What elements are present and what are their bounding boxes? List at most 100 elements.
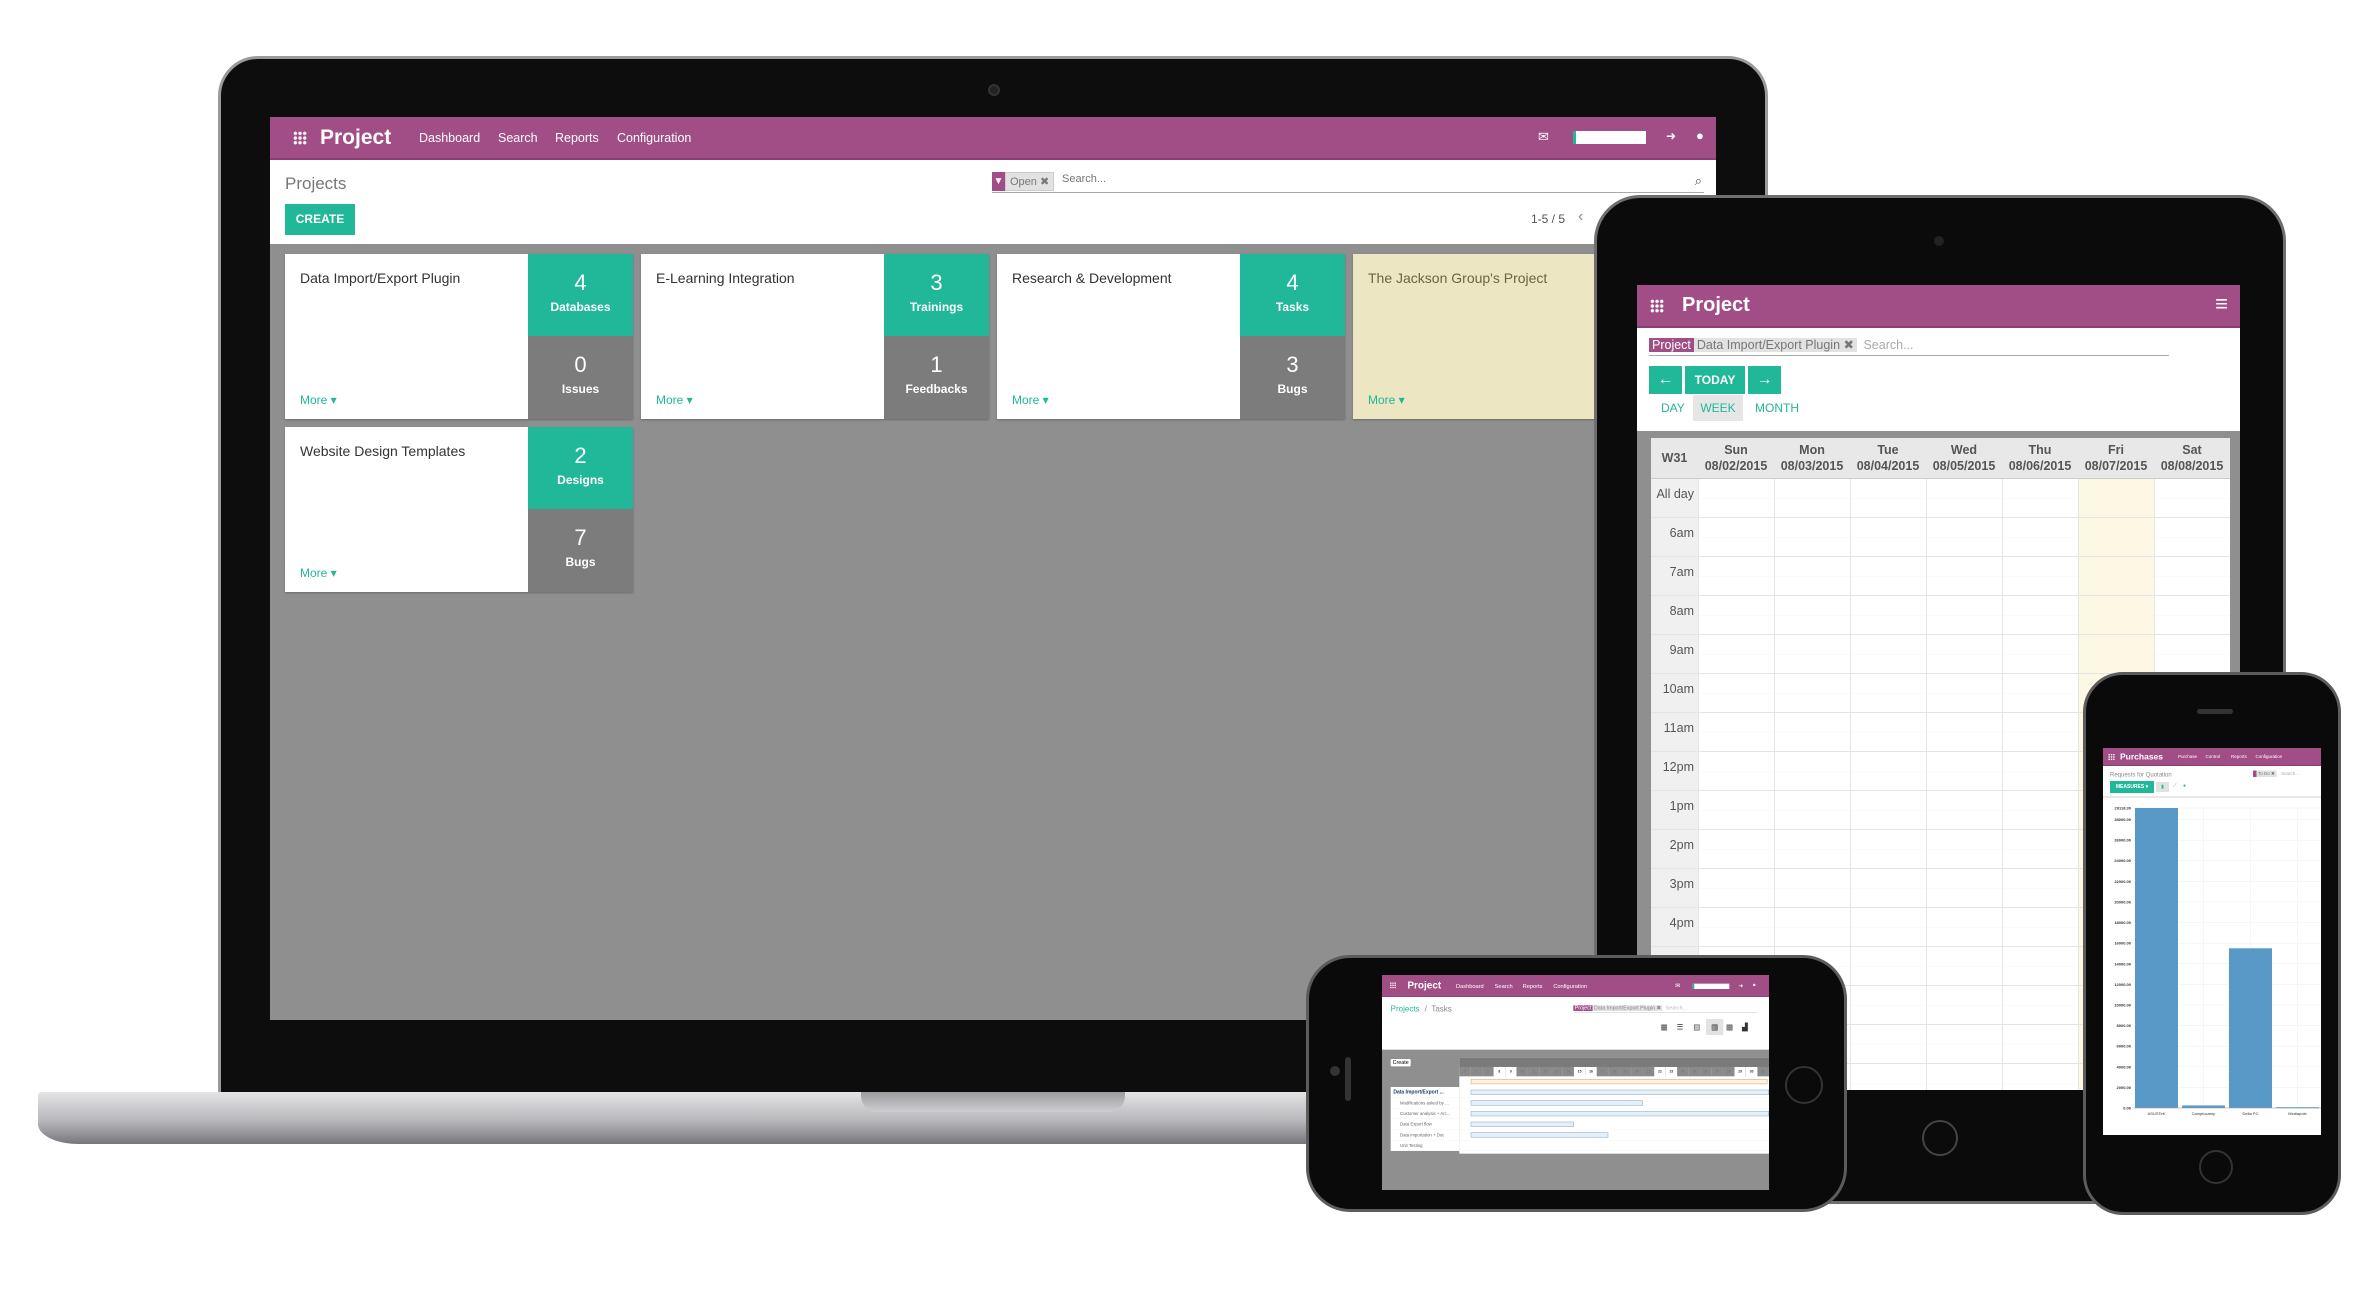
calendar-cell[interactable] (1926, 557, 2002, 595)
signout-icon[interactable]: ➜ (1666, 129, 1677, 143)
calendar-cell[interactable] (1850, 518, 1926, 556)
calendar-cell[interactable] (2002, 713, 2078, 751)
calendar-cell[interactable] (1850, 752, 1926, 790)
calendar-cell[interactable] (1850, 869, 1926, 907)
calendar-cell[interactable] (1926, 830, 2002, 868)
apps-grid-icon[interactable] (2108, 753, 2115, 761)
calendar-cell[interactable] (1774, 596, 1850, 634)
calendar-cell[interactable] (1926, 986, 2002, 1024)
menu-configuration[interactable]: Configuration (1553, 982, 1588, 990)
menu-search[interactable]: Search (1494, 982, 1513, 990)
calendar-cell[interactable] (2002, 791, 2078, 829)
calendar-cell[interactable] (1774, 635, 1850, 673)
calendar-cell[interactable] (2078, 518, 2154, 556)
view-week[interactable]: WEEK (1693, 395, 1743, 421)
menu-reports[interactable]: Reports (2231, 754, 2247, 759)
menu-dashboard[interactable]: Dashboard (1455, 982, 1484, 990)
gantt-bar[interactable] (1470, 1121, 1575, 1127)
pager-prev-icon[interactable]: ‹ (1578, 208, 1584, 225)
today-button[interactable]: TODAY (1685, 366, 1745, 394)
calendar-cell[interactable] (1698, 713, 1774, 751)
calendar-cell[interactable] (1850, 713, 1926, 751)
calendar-cell[interactable] (1850, 674, 1926, 712)
stat-button[interactable]: 3 Bugs (1240, 336, 1345, 419)
create-button[interactable]: Create (1390, 1058, 1411, 1067)
view-month[interactable]: MONTH (1755, 401, 1799, 415)
calendar-cell[interactable] (1774, 479, 1850, 517)
search-bar[interactable]: Project Data Import/Export Plugin ✖ Searc… (1573, 1004, 1757, 1013)
calendar-cell[interactable] (1698, 518, 1774, 556)
bar[interactable] (2182, 1105, 2225, 1108)
calendar-cell[interactable] (1926, 1064, 2002, 1090)
calendar-cell[interactable] (1698, 674, 1774, 712)
calendar-cell[interactable] (1850, 947, 1926, 985)
gantt-task-label[interactable]: Customer analysis + Arc... (1390, 1108, 1460, 1119)
search-facet[interactable]: Data Import/Export Plugin ✖ (1693, 338, 1857, 352)
calendar-cell[interactable] (2154, 596, 2230, 634)
calendar-cell[interactable] (1774, 518, 1850, 556)
calendar-cell[interactable] (1850, 908, 1926, 946)
hamburger-menu-icon[interactable]: ≡ (2215, 291, 2228, 316)
stat-button[interactable]: 0 Issues (528, 336, 633, 419)
menu-control[interactable]: Control (2205, 754, 2221, 759)
search-facet[interactable]: To Do ✖ (2253, 770, 2277, 777)
calendar-cell[interactable] (1774, 908, 1850, 946)
calendar-cell[interactable] (2002, 674, 2078, 712)
search-input[interactable]: Search... (1863, 338, 1914, 352)
menu-dashboard[interactable]: Dashboard (419, 131, 481, 145)
stat-button[interactable]: 4 Tasks (1240, 254, 1345, 336)
menu-reports[interactable]: Reports (1522, 982, 1543, 990)
chat-icon[interactable]: ● (1696, 128, 1704, 143)
gantt-task-label[interactable]: Unit Testing (1390, 1140, 1460, 1151)
calendar-cell[interactable] (2078, 635, 2154, 673)
bar[interactable] (2276, 1107, 2319, 1109)
search-bar[interactable]: ▼ Open ✖ ⌕ (992, 171, 1704, 193)
gantt-view-icon[interactable]: ▥ (1705, 1018, 1724, 1035)
more-dropdown[interactable]: More ▾ (656, 393, 693, 407)
calendar-cell[interactable] (1774, 791, 1850, 829)
stat-button[interactable]: 2 Designs (528, 427, 633, 509)
create-button[interactable]: CREATE (285, 204, 355, 235)
project-card[interactable]: Data Import/Export Plugin More ▾ 4 Databa… (285, 254, 633, 419)
more-dropdown[interactable]: More ▾ (300, 393, 337, 407)
calendar-cell[interactable] (1926, 713, 2002, 751)
calendar-cell[interactable] (1926, 674, 2002, 712)
more-dropdown[interactable]: More ▾ (300, 566, 337, 580)
calendar-cell[interactable] (1774, 674, 1850, 712)
gantt-bar[interactable] (1470, 1100, 1643, 1106)
pie-chart-icon[interactable]: ● (2183, 783, 2187, 789)
user-menu[interactable] (1692, 983, 1730, 989)
calendar-cell[interactable] (1926, 596, 2002, 634)
stat-button[interactable]: 3 Trainings (884, 254, 989, 336)
calendar-cell[interactable] (2154, 557, 2230, 595)
chat-icon[interactable]: ● (1752, 982, 1756, 988)
more-dropdown[interactable]: More ▾ (1368, 393, 1405, 407)
mail-icon[interactable]: ✉ (1675, 982, 1681, 989)
search-input[interactable]: Search... (1665, 1005, 1688, 1011)
prev-arrow-icon[interactable]: ← (1649, 366, 1682, 394)
search-facet[interactable]: Open ✖ (1005, 172, 1055, 191)
calendar-cell[interactable] (1850, 1064, 1926, 1090)
graph-view-icon[interactable]: ▟ (1741, 1022, 1748, 1032)
calendar-cell[interactable] (1850, 557, 1926, 595)
bar[interactable] (2229, 948, 2272, 1108)
kanban-view-icon[interactable]: ▦ (1660, 1022, 1668, 1032)
menu-search[interactable]: Search (498, 131, 538, 145)
search-icon[interactable]: ⌕ (1694, 173, 1702, 188)
calendar-cell[interactable] (2078, 596, 2154, 634)
search-facet[interactable]: Data Import/Export Plugin ✖ (1592, 1005, 1663, 1011)
stat-button[interactable]: 7 Bugs (528, 509, 633, 592)
line-chart-icon[interactable]: ⟋ (2173, 783, 2177, 789)
calendar-cell[interactable] (1850, 596, 1926, 634)
calendar-cell[interactable] (1926, 1025, 2002, 1063)
calendar-view-icon[interactable]: ▤ (1693, 1022, 1701, 1032)
calendar-cell[interactable] (1698, 752, 1774, 790)
gantt-task-label[interactable]: Modifications asked by ... (1390, 1098, 1460, 1109)
apps-grid-icon[interactable] (1389, 982, 1397, 989)
bar[interactable] (2135, 808, 2178, 1108)
menu-purchase[interactable]: Purchase (2178, 754, 2198, 759)
calendar-cell[interactable] (2002, 557, 2078, 595)
gantt-task-label[interactable]: Data Export flow (1390, 1119, 1460, 1130)
calendar-cell[interactable] (1850, 635, 1926, 673)
calendar-cell[interactable] (1698, 557, 1774, 595)
